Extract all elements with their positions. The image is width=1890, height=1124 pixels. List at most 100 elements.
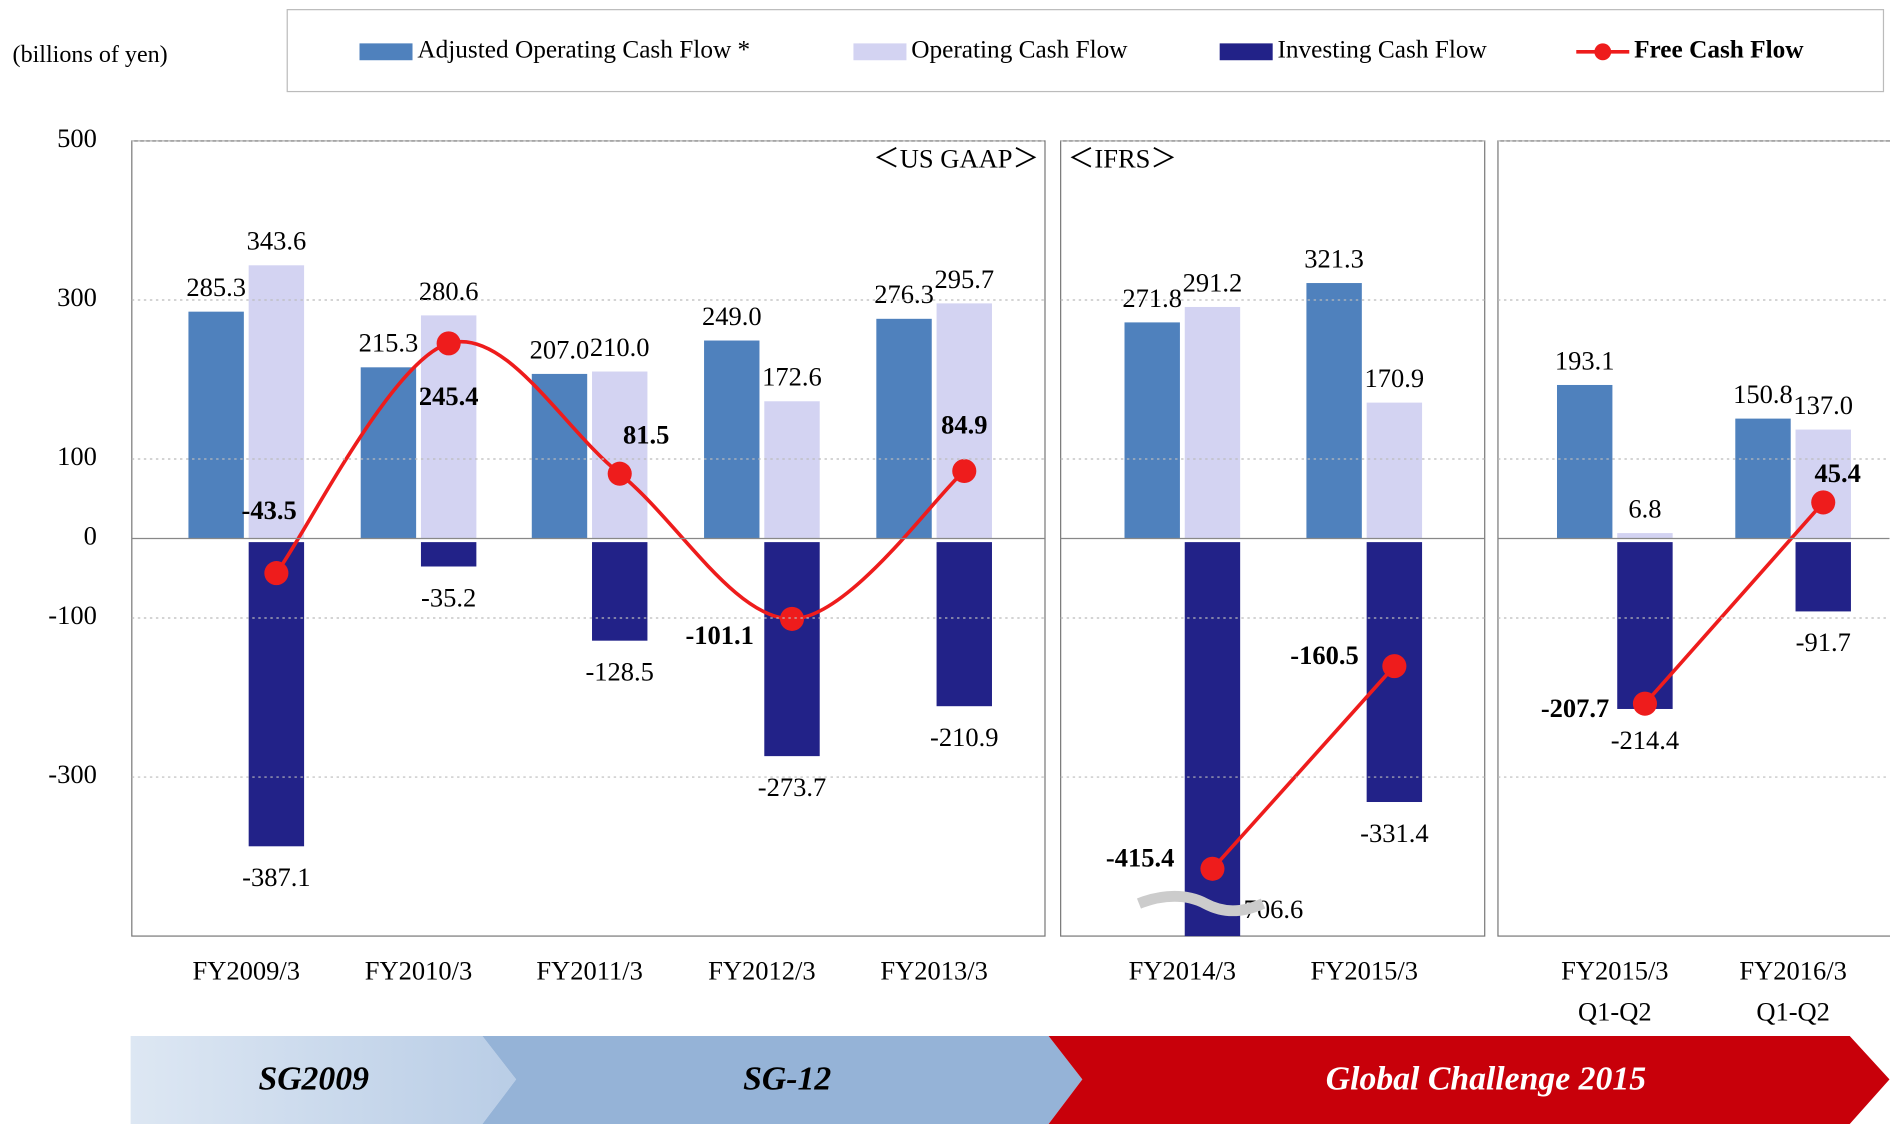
- bar-group: [1124, 322, 1180, 539]
- x-tick-label: FY2010/3: [365, 955, 473, 985]
- bar-group: [1795, 542, 1851, 612]
- line: [1643, 501, 1825, 705]
- legend-swatch: [1594, 43, 1612, 61]
- bar-group: [876, 318, 932, 539]
- bar-group: [248, 265, 305, 539]
- value-label: 276.3: [874, 279, 934, 309]
- bar: [1366, 402, 1423, 539]
- value-label: -101.1: [685, 620, 753, 650]
- legend-label: Free Cash Flow: [1634, 36, 1804, 64]
- phase-label: SG-12: [743, 1061, 831, 1098]
- point: [1811, 490, 1836, 515]
- value-label: 295.7: [934, 264, 994, 294]
- bar-group: [704, 340, 760, 539]
- bar: [764, 401, 820, 539]
- value-label: 172.6: [762, 362, 822, 392]
- value-label: 45.4: [1815, 458, 1861, 488]
- point: [1200, 856, 1225, 881]
- bar: [936, 542, 992, 707]
- point: [607, 461, 632, 486]
- x-tick-label: FY2013/3: [880, 955, 988, 985]
- bar: [360, 367, 417, 539]
- bar: [1184, 542, 1241, 937]
- value-label: -35.2: [421, 582, 476, 612]
- bar: [188, 311, 244, 539]
- phase-label: SG2009: [258, 1061, 369, 1098]
- y-label: (billions of yen): [13, 42, 168, 68]
- value-label: -160.5: [1290, 640, 1358, 670]
- phase-label: Global Challenge 2015: [1326, 1061, 1646, 1098]
- bar: [531, 373, 588, 539]
- point: [952, 458, 977, 484]
- bar-group: [1366, 402, 1423, 539]
- bar: [592, 542, 648, 641]
- value-label: -331.4: [1360, 818, 1428, 848]
- value-label: -91.7: [1796, 627, 1851, 657]
- value-label: 291.2: [1183, 267, 1243, 297]
- value-label: 6.8: [1628, 493, 1661, 523]
- bar: [1617, 533, 1673, 539]
- value-label: -207.7: [1541, 693, 1609, 723]
- x-tick-label: FY2012/3: [708, 955, 816, 985]
- axis-break: [1136, 890, 1266, 917]
- bar-group: [1306, 283, 1362, 539]
- bar: [1184, 306, 1241, 539]
- value-label: 150.8: [1733, 379, 1793, 409]
- annotation: ＜IFRS＞: [1068, 144, 1177, 174]
- annotation: ＜US GAAP＞: [873, 144, 1039, 174]
- point: [779, 606, 805, 631]
- phase-arrow: [130, 1036, 517, 1124]
- phase-arrow: [482, 1036, 1083, 1124]
- value-label: 249.0: [702, 301, 762, 331]
- legend-swatch: [359, 43, 413, 61]
- value-label: -214.4: [1611, 725, 1679, 755]
- value-label: -128.5: [586, 656, 654, 686]
- value-label: 245.4: [419, 381, 479, 411]
- bar-group: [1184, 306, 1241, 539]
- point: [264, 561, 289, 586]
- x-tick-label: FY2015/3 Q1-Q2: [1561, 955, 1669, 1026]
- bar-group: [764, 542, 820, 757]
- value-label: 84.9: [941, 410, 987, 440]
- bar-group: [531, 373, 588, 539]
- y-tick-label: 100: [57, 441, 97, 471]
- x-tick-label: FY2014/3: [1129, 955, 1237, 985]
- value-label: 285.3: [186, 272, 246, 302]
- bar: [248, 265, 305, 539]
- bar-group: [764, 401, 820, 539]
- x-tick-label: FY2016/3 Q1-Q2: [1739, 955, 1847, 1026]
- legend-label: Investing Cash Flow: [1278, 36, 1488, 64]
- value-label: 280.6: [419, 276, 479, 306]
- y-tick-label: 0: [84, 521, 97, 551]
- y-tick-label: -100: [48, 600, 97, 630]
- bar: [248, 542, 305, 847]
- bar-group: [1735, 418, 1791, 539]
- bar: [704, 340, 760, 539]
- bar: [1556, 384, 1613, 539]
- legend-swatch: [853, 43, 907, 61]
- bar-group: [1617, 533, 1673, 539]
- bar-group: [248, 542, 305, 847]
- value-label: 193.1: [1555, 345, 1615, 375]
- x-tick-label: FY2015/3: [1310, 955, 1418, 985]
- point: [436, 331, 461, 356]
- bar-group: [936, 542, 992, 707]
- value-label: 137.0: [1793, 390, 1853, 420]
- bar: [1735, 418, 1791, 539]
- value-label: 321.3: [1304, 243, 1364, 273]
- bar: [1306, 283, 1362, 539]
- bar-group: [420, 542, 477, 567]
- legend-label: Operating Cash Flow: [911, 36, 1128, 64]
- bar-group: [1184, 542, 1241, 937]
- point: [1382, 654, 1407, 679]
- value-label: -273.7: [758, 772, 826, 802]
- value-label: 271.8: [1122, 283, 1182, 313]
- line: [1211, 664, 1396, 871]
- value-label: 215.3: [359, 328, 419, 358]
- bar: [1795, 542, 1851, 612]
- value-label: 170.9: [1365, 363, 1425, 393]
- value-label: -210.9: [930, 722, 998, 752]
- bar-group: [936, 303, 992, 539]
- y-tick-label: 300: [57, 282, 97, 312]
- value-label: 207.0: [530, 334, 590, 364]
